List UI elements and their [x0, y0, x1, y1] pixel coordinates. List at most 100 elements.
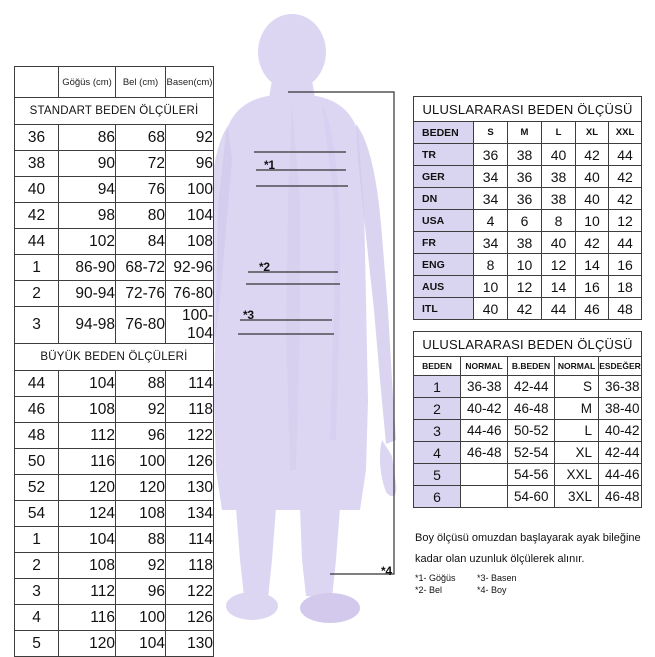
bel-cell: 104 — [115, 630, 166, 657]
legend-height: *4- Boy — [477, 585, 507, 595]
size-value-3: 42 — [575, 231, 609, 254]
basen-cell: 118 — [165, 396, 214, 423]
gogus-cell: 98 — [58, 202, 116, 229]
standart-row: 3 94-98 76-80 100-104 — [14, 306, 214, 344]
normal-cell — [460, 463, 508, 486]
conversion-row: 2 40-42 46-48 M 38-40 — [413, 397, 642, 420]
size-value-4: 42 — [607, 187, 643, 210]
bel-cell: 88 — [115, 370, 166, 397]
standard-sizes-body: Göğüs (cm) Bel (cm) Basen(cm) STANDART BEDE… — [14, 66, 214, 657]
size-value-3: 46 — [575, 297, 609, 320]
international-row: ITL 40 42 44 46 48 — [413, 297, 643, 320]
size-value-0: 4 — [473, 209, 508, 232]
column-header-4: ESDEĞER — [598, 356, 642, 376]
size-value-2: 40 — [541, 143, 576, 166]
letter-size-cell: XL — [554, 441, 599, 464]
size-value-1: 38 — [507, 143, 542, 166]
standard-sizes-header-row: Göğüs (cm) Bel (cm) Basen(cm) — [14, 66, 214, 98]
size-value-2: 44 — [541, 297, 576, 320]
basen-cell: 122 — [165, 422, 214, 449]
size-value-4: 16 — [607, 253, 643, 276]
measurement-note: Boy ölçüsü omuzdan başlayarak ayak bileğ… — [415, 528, 650, 596]
size-value-4: 18 — [607, 275, 643, 298]
conversion-row: 3 44-46 50-52 L 40-42 — [413, 419, 642, 442]
size-cell: 2 — [14, 552, 59, 579]
international-row: FR 34 38 40 42 44 — [413, 231, 643, 254]
buyuk-row: 2 108 92 118 — [14, 552, 214, 579]
size-value-2: 8 — [541, 209, 576, 232]
gogus-cell: 116 — [58, 604, 116, 631]
basen-cell: 126 — [165, 604, 214, 631]
buyuk-row: 54 124 108 134 — [14, 500, 214, 527]
country-label: DN — [413, 187, 474, 210]
basen-cell: 92 — [165, 124, 214, 151]
standart-row: 2 90-94 72-76 76-80 — [14, 280, 214, 307]
size-value-2: 38 — [541, 187, 576, 210]
gogus-cell: 94-98 — [58, 306, 116, 344]
international-sizes-body: ULUSLARARASI BEDEN ÖLÇÜSÜ BEDEN S M L XL XXL TR… — [412, 96, 643, 320]
size-value-4: 12 — [607, 209, 643, 232]
size-value-0: 34 — [473, 165, 508, 188]
size-cell: 1 — [14, 526, 59, 553]
size-value-1: 36 — [507, 165, 542, 188]
column-header-1: NORMAL — [460, 356, 508, 376]
letter-size-cell: M — [554, 397, 599, 420]
bel-cell: 96 — [115, 422, 166, 449]
international-header-row: BEDEN S M L XL XXL — [413, 121, 643, 144]
esdeger-cell: 46-48 — [598, 485, 642, 508]
normal-cell: 36-38 — [460, 375, 508, 398]
size-cell: 44 — [14, 228, 59, 255]
size-conversion-body: ULUSLARARASI BEDEN ÖLÇÜSÜ BEDEN NORMAL B.BE… — [413, 331, 642, 508]
letter-size-cell: S — [554, 375, 599, 398]
bel-cell: 92 — [115, 552, 166, 579]
size-cell: 3 — [14, 578, 59, 605]
standart-band-label: STANDART BEDEN ÖLÇÜLERİ — [14, 97, 214, 125]
legend-chest: *1- Göğüs — [415, 573, 456, 583]
gogus-cell: 124 — [58, 500, 116, 527]
standart-row: 1 86-90 68-72 92-96 — [14, 254, 214, 281]
standart-row: 38 90 72 96 — [14, 150, 214, 177]
size-value-1: 10 — [507, 253, 542, 276]
size-cell: 54 — [14, 500, 59, 527]
size-value-1: 36 — [507, 187, 542, 210]
bel-cell: 100 — [115, 448, 166, 475]
size-value-3: 14 — [575, 253, 609, 276]
size-value-0: 40 — [473, 297, 508, 320]
note-line-2: kadar olan uzunluk ölçülerek alınır. — [415, 553, 585, 565]
column-header-3: Basen(cm) — [165, 66, 214, 98]
conversion-title: ULUSLARARASI BEDEN ÖLÇÜSÜ — [413, 331, 642, 357]
esdeger-cell: 38-40 — [598, 397, 642, 420]
silhouette-shape — [204, 14, 397, 623]
size-value-2: 38 — [541, 165, 576, 188]
size-cell: 5 — [14, 630, 59, 657]
letter-size-cell: L — [554, 419, 599, 442]
bel-cell: 80 — [115, 202, 166, 229]
waist-measure-label: *2 — [259, 260, 270, 274]
basen-cell: 92-96 — [165, 254, 214, 281]
international-row: TR 36 38 40 42 44 — [413, 143, 643, 166]
basen-cell: 114 — [165, 370, 214, 397]
conversion-title-row: ULUSLARARASI BEDEN ÖLÇÜSÜ — [413, 331, 642, 357]
gogus-cell: 104 — [58, 526, 116, 553]
size-value-4: 44 — [607, 143, 643, 166]
international-sizes-table: ULUSLARARASI BEDEN ÖLÇÜSÜ BEDEN S M L XL XXL TR… — [412, 96, 643, 320]
column-header-2: M — [507, 121, 542, 144]
size-value-1: 42 — [507, 297, 542, 320]
bbeden-cell: 46-48 — [507, 397, 555, 420]
country-label: GER — [413, 165, 474, 188]
basen-cell: 126 — [165, 448, 214, 475]
size-value-0: 8 — [473, 253, 508, 276]
esdeger-cell: 36-38 — [598, 375, 642, 398]
note-line-1: Boy ölçüsü omuzdan başlayarak ayak bileğ… — [415, 532, 641, 544]
size-cell: 3 — [14, 306, 59, 344]
letter-size-cell: XXL — [554, 463, 599, 486]
buyuk-row: 46 108 92 118 — [14, 396, 214, 423]
international-title-row: ULUSLARARASI BEDEN ÖLÇÜSÜ — [412, 96, 643, 122]
column-header-1: S — [473, 121, 508, 144]
bbeden-cell: 42-44 — [507, 375, 555, 398]
esdeger-cell: 40-42 — [598, 419, 642, 442]
column-header-1: Göğüs (cm) — [58, 66, 116, 98]
bbeden-cell: 50-52 — [507, 419, 555, 442]
beden-cell: 1 — [413, 375, 461, 398]
bbeden-cell: 52-54 — [507, 441, 555, 464]
